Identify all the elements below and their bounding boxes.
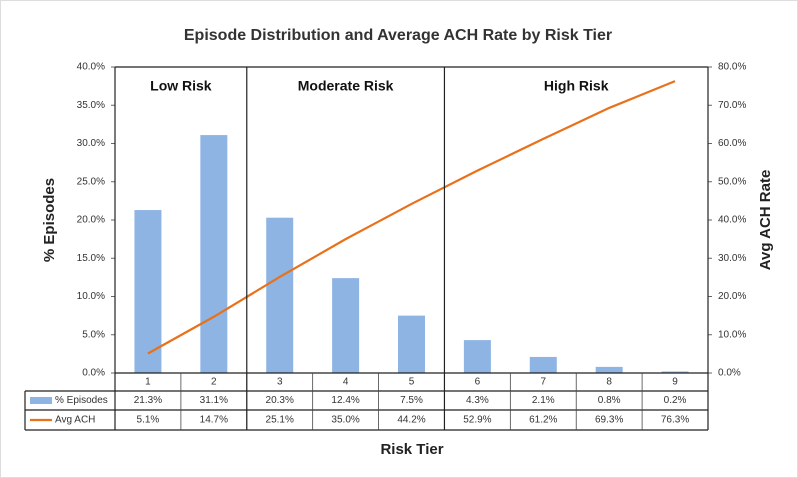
table-value: 5.1% xyxy=(137,415,160,426)
y-tick-label: 35.0% xyxy=(77,100,105,111)
x-axis-title: Risk Tier xyxy=(380,441,443,458)
y-tick-label: 20.0% xyxy=(77,215,105,226)
table-value: 76.3% xyxy=(661,415,689,426)
x-tick-label: 2 xyxy=(211,377,217,388)
bar xyxy=(332,278,360,373)
x-tick-label: 4 xyxy=(343,377,349,388)
y2-tick-label: 10.0% xyxy=(718,329,746,340)
legend-label: Avg ACH xyxy=(55,415,95,426)
table-value: 0.2% xyxy=(664,395,687,406)
table-value: 4.3% xyxy=(466,395,489,406)
y2-tick-label: 60.0% xyxy=(718,138,746,149)
group-label: Moderate Risk xyxy=(298,78,394,94)
table-value: 12.4% xyxy=(331,395,359,406)
table-value: 7.5% xyxy=(400,395,423,406)
x-tick-label: 1 xyxy=(145,377,151,388)
bar xyxy=(463,340,491,373)
table-value: 21.3% xyxy=(134,395,162,406)
table-value: 0.8% xyxy=(598,395,621,406)
bar xyxy=(398,315,425,373)
table-value: 20.3% xyxy=(266,395,294,406)
table-value: 69.3% xyxy=(595,415,623,426)
chart-title: Episode Distribution and Average ACH Rat… xyxy=(184,27,612,44)
table-value: 52.9% xyxy=(463,415,491,426)
y-tick-label: 40.0% xyxy=(77,62,105,73)
bar xyxy=(529,356,557,373)
legend-label: % Episodes xyxy=(55,395,108,406)
group-label: High Risk xyxy=(544,78,609,94)
y-tick-label: 0.0% xyxy=(82,368,105,379)
x-tick-label: 5 xyxy=(409,377,415,388)
y2-tick-label: 80.0% xyxy=(718,62,746,73)
y2-tick-label: 50.0% xyxy=(718,176,746,187)
y-axis-title: % Episodes xyxy=(41,178,58,262)
table-value: 2.1% xyxy=(532,395,555,406)
table-value: 31.1% xyxy=(200,395,228,406)
table-value: 25.1% xyxy=(266,415,294,426)
table-value: 44.2% xyxy=(397,415,425,426)
x-tick-label: 8 xyxy=(606,377,612,388)
y2-tick-label: 70.0% xyxy=(718,100,746,111)
bar xyxy=(134,210,162,373)
y2-tick-label: 20.0% xyxy=(718,291,746,302)
bar xyxy=(595,366,623,373)
y-tick-label: 25.0% xyxy=(77,176,105,187)
table-value: 14.7% xyxy=(200,415,228,426)
x-tick-label: 6 xyxy=(475,377,481,388)
y-tick-label: 30.0% xyxy=(77,138,105,149)
bar xyxy=(200,135,228,373)
table-value: 35.0% xyxy=(331,415,359,426)
legend-swatch xyxy=(30,397,52,404)
x-tick-label: 9 xyxy=(672,377,678,388)
group-label: Low Risk xyxy=(150,78,212,94)
bar xyxy=(266,217,294,373)
y-tick-label: 10.0% xyxy=(77,291,105,302)
line-series xyxy=(147,80,676,355)
y2-tick-label: 0.0% xyxy=(718,368,741,379)
y2-axis-title: Avg ACH Rate xyxy=(757,170,774,271)
x-tick-label: 7 xyxy=(540,377,546,388)
table-value: 61.2% xyxy=(529,415,557,426)
y-tick-label: 15.0% xyxy=(77,253,105,264)
bar xyxy=(661,371,689,373)
y2-tick-label: 30.0% xyxy=(718,253,746,264)
x-tick-label: 3 xyxy=(277,377,283,388)
y-tick-label: 5.0% xyxy=(82,329,105,340)
y2-tick-label: 40.0% xyxy=(718,215,746,226)
